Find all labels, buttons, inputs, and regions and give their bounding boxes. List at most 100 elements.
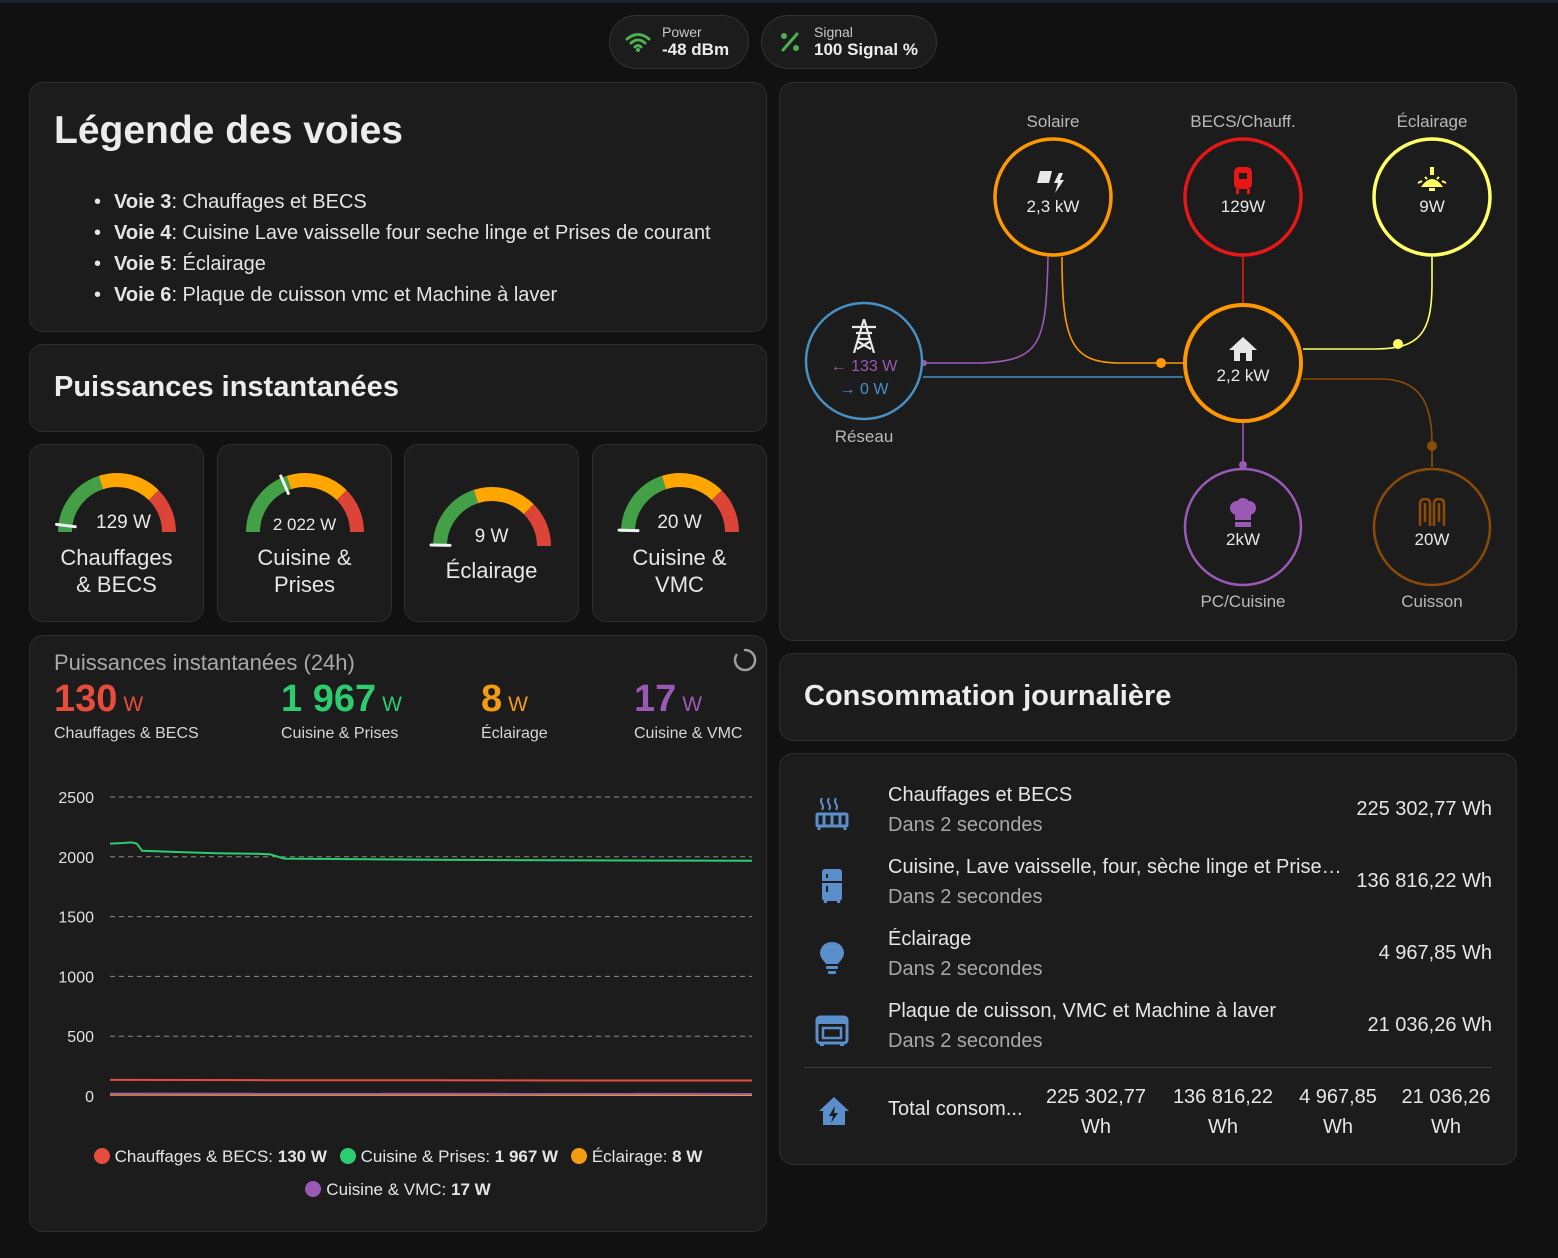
total-value: 4 967,85 Wh	[1292, 1082, 1384, 1142]
legend-eclairage[interactable]: Éclairage: 8 W	[570, 1147, 702, 1167]
heating-coil-icon	[1372, 497, 1492, 530]
legend-voie: Voie 5	[114, 253, 172, 275]
conso-sub: Dans 2 secondes	[888, 814, 1043, 836]
total-num: 21 036,26	[1401, 1086, 1491, 1108]
conso-row-cuisine[interactable]: Cuisine, Lave vaisselle, four, sèche lin…	[804, 850, 1492, 922]
gauge-segment	[286, 473, 347, 501]
cuisson-node[interactable]: 20W	[1372, 497, 1492, 550]
legend-cuisine-prises[interactable]: Cuisine & Prises: 1 967 W	[339, 1147, 559, 1167]
conso-name: Cuisine, Lave vaisselle, four, sèche lin…	[888, 856, 1344, 878]
gauge-segment	[246, 475, 292, 533]
legend-value: 17 W	[451, 1180, 491, 1199]
solaire-value: 2,3 kW	[1026, 197, 1080, 216]
eclairage-node[interactable]: 9W	[1372, 167, 1492, 217]
stat-number: 130	[54, 678, 118, 720]
loading-icon[interactable]	[733, 648, 757, 672]
reseau-node[interactable]: ← 133 W → 0 W	[804, 318, 924, 401]
legend-item: Voie 6: Plaque de cuisson vmc et Machine…	[94, 280, 711, 311]
legend-dot	[339, 1148, 356, 1164]
total-num: 136 816,22	[1172, 1086, 1274, 1108]
gauge-name: Cuisine & VMC	[593, 544, 766, 598]
total-value: 225 302,77 Wh	[1040, 1082, 1152, 1142]
gauge-eclairage[interactable]: 9 W Éclairage	[404, 444, 579, 622]
legend-text: : Chauffages et BECS	[171, 191, 367, 213]
series-line	[109, 841, 753, 862]
conso-sub: Dans 2 secondes	[888, 958, 1043, 980]
pc-node[interactable]: 2kW	[1183, 498, 1303, 550]
gauge-segment	[661, 473, 722, 501]
gauge-name-line: Cuisine &	[257, 545, 352, 570]
legend-label: Cuisine & VMC:	[326, 1180, 451, 1199]
home-icon	[1183, 336, 1303, 366]
y-tick-label: 1500	[58, 910, 94, 927]
legend-voie: Voie 6	[114, 284, 172, 306]
conso-card: Chauffages et BECS Dans 2 secondes 225 3…	[779, 753, 1517, 1165]
gauge-cuisine-vmc[interactable]: 20 W Cuisine & VMC	[592, 444, 767, 622]
power-label: Power	[662, 24, 702, 40]
solaire-label: Solaire	[1026, 112, 1080, 131]
solaire-node[interactable]: 2,3 kW	[993, 167, 1113, 217]
stat-unit: W	[382, 693, 402, 716]
series-line	[109, 1078, 752, 1082]
legend-value: 130 W	[277, 1147, 327, 1166]
becs-node[interactable]: 129W	[1183, 167, 1303, 217]
flow-lines	[804, 137, 1492, 587]
history-title: Puissances instantanées (24h)	[54, 650, 355, 675]
gauge-cuisine-prises[interactable]: 2 022 W Cuisine & Prises	[217, 444, 392, 622]
gauge-segment	[473, 487, 534, 515]
radiator-icon	[814, 796, 854, 836]
legend-value: 1 967 W	[494, 1147, 559, 1166]
instant-title: Puissances instantanées	[54, 371, 399, 403]
total-num: 225 302,77	[1045, 1086, 1147, 1108]
conso-value: 21 036,26 Wh	[1367, 1014, 1492, 1036]
gauge-needle	[54, 522, 77, 529]
stat-unit: W	[682, 693, 703, 716]
power-value: -48 dBm	[662, 40, 730, 59]
stat-unit: W	[123, 693, 144, 716]
history-chart[interactable]: 0500100015002000250015:0016:0017:0018:00	[30, 781, 766, 1111]
legend-voie: Voie 4	[114, 222, 172, 244]
conso-row-cuisson[interactable]: Plaque de cuisson, VMC et Machine à lave…	[804, 994, 1492, 1066]
water-heater-icon	[1183, 167, 1303, 197]
legend-chauffages[interactable]: Chauffages & BECS: 130 W	[93, 1147, 327, 1167]
legend-label: Chauffages & BECS:	[114, 1147, 278, 1166]
becs-label: BECS/Chauff.	[1190, 112, 1296, 131]
legend-dot	[305, 1181, 322, 1197]
cuisson-value: 20W	[1414, 530, 1450, 549]
total-unit: Wh	[1081, 1116, 1111, 1138]
conso-value: 225 302,77 Wh	[1356, 798, 1492, 820]
gauge-arc	[54, 473, 176, 533]
legend-label: Éclairage:	[591, 1147, 673, 1166]
gauge-segment	[711, 490, 739, 533]
gauge-arc	[617, 473, 739, 533]
stat-number: 1 967	[281, 678, 377, 720]
gauge-chauffages[interactable]: 129 W Chauffages & BECS	[29, 444, 204, 622]
home-node[interactable]: 2,2 kW	[1183, 336, 1303, 386]
total-value: 136 816,22 Wh	[1167, 1082, 1279, 1142]
total-icon	[816, 1094, 852, 1130]
total-num: 4 967,85	[1299, 1086, 1377, 1108]
conso-value: 136 816,22 Wh	[1356, 870, 1492, 892]
y-tick-label: 1000	[58, 969, 94, 986]
y-tick-label: 2500	[58, 790, 94, 807]
chef-hat-icon	[1183, 498, 1303, 530]
gauge-name: Cuisine & Prises	[218, 544, 391, 598]
gauge-name: Éclairage	[405, 557, 578, 584]
conso-row-eclairage[interactable]: Éclairage Dans 2 secondes 4 967,85 Wh	[804, 922, 1492, 994]
conso-sub: Dans 2 secondes	[888, 1030, 1043, 1052]
signal-label: Signal	[814, 24, 853, 40]
y-tick-label: 2000	[58, 850, 94, 867]
legend-text: : Éclairage	[171, 253, 266, 275]
signal-chip[interactable]: Signal 100 Signal %	[761, 15, 937, 69]
legend-cuisine-vmc[interactable]: Cuisine & VMC: 17 W	[305, 1180, 491, 1200]
gauge-name-line: Prises	[273, 572, 336, 597]
stat-cuisine-vmc: 17 W Cuisine & VMC	[634, 678, 742, 743]
conso-row-chauffages[interactable]: Chauffages et BECS Dans 2 secondes 225 3…	[804, 778, 1492, 850]
stat-name: Cuisine & Prises	[281, 725, 399, 742]
wifi-icon	[624, 28, 652, 56]
power-chip[interactable]: Power -48 dBm	[609, 15, 749, 69]
instant-title-card: Puissances instantanées	[29, 344, 767, 432]
conso-title-card: Consommation journalière	[779, 653, 1517, 741]
total-unit: Wh	[1323, 1116, 1353, 1138]
stat-number: 17	[634, 678, 677, 720]
